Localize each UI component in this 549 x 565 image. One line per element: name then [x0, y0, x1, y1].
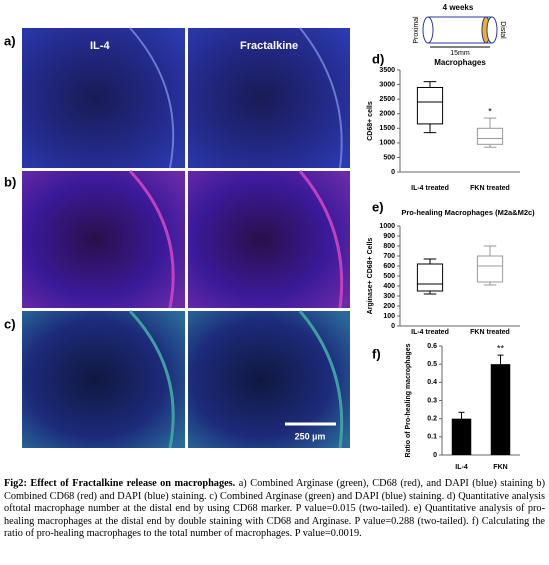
- y-tick-label: 800: [383, 243, 395, 250]
- panel-label: d): [372, 51, 384, 66]
- bar: [490, 364, 511, 455]
- y-tick-label: 3000: [379, 81, 395, 88]
- tissue-edge: [128, 309, 175, 449]
- scale-label: 250 µm: [295, 431, 326, 441]
- y-tick-label: 700: [383, 253, 395, 260]
- figure: a) b) c) d) e) f) IL-4 Fractalkine 250 µ…: [4, 3, 535, 471]
- image: [22, 171, 185, 308]
- image: [22, 311, 185, 448]
- bar: [451, 418, 472, 455]
- diagram-label: Proximal: [413, 16, 420, 44]
- panel-label: f): [372, 346, 381, 361]
- image: [188, 311, 350, 448]
- panel-label: a): [4, 33, 16, 48]
- y-tick-label: 1500: [379, 125, 395, 132]
- panel-label: c): [4, 316, 16, 331]
- y-tick-label: 1000: [379, 140, 395, 147]
- y-tick-label: 0: [391, 323, 395, 330]
- y-tick-label: 0: [391, 169, 395, 176]
- y-tick-label: 0.1: [427, 434, 437, 441]
- box: [416, 263, 444, 292]
- x-tick-label: FKN treated: [470, 329, 510, 336]
- tissue-edge: [128, 169, 175, 309]
- y-tick-label: 500: [383, 154, 395, 161]
- y-tick-label: 0.4: [427, 379, 437, 386]
- y-tick-label: 400: [383, 283, 395, 290]
- y-tick-label: 900: [383, 233, 395, 240]
- image: [22, 28, 185, 168]
- y-tick-label: 0.3: [427, 397, 437, 404]
- tissue-edge: [299, 27, 343, 169]
- y-tick-label: 500: [383, 273, 395, 280]
- caption: Fig2: Effect of Fractalkine release on m…: [4, 478, 545, 541]
- x-tick-label: IL-4 treated: [411, 185, 449, 192]
- x-tick-label: IL-4 treated: [411, 329, 449, 336]
- conduit-end: [486, 16, 498, 44]
- image-label: IL-4: [90, 40, 110, 52]
- diagram-label: 15mm: [450, 50, 470, 57]
- y-tick-label: 0: [433, 452, 437, 459]
- y-tick-label: 2500: [379, 96, 395, 103]
- image: [188, 171, 350, 308]
- image-label: Fractalkine: [240, 40, 298, 52]
- image: [188, 28, 350, 168]
- box: [476, 255, 504, 283]
- caption-lead: Fig2: Effect of Fractalkine release on m…: [4, 478, 236, 489]
- tissue-edge: [298, 170, 344, 309]
- caption-body: a) Combined Arginase (green), CD68 (red)…: [4, 478, 545, 540]
- y-tick-label: 2000: [379, 111, 395, 118]
- x-tick-label: FKN treated: [470, 185, 510, 192]
- y-tick-label: 0.5: [427, 361, 437, 368]
- y-axis-label: Ratio of Pro-healing macrophages: [405, 343, 412, 457]
- conduit-end: [422, 16, 434, 44]
- tissue-edge: [129, 27, 175, 169]
- diagram-label: Distal: [499, 21, 506, 39]
- y-tick-label: 1000: [379, 223, 395, 230]
- y-tick-label: 600: [383, 263, 395, 270]
- diagram: 4 weeks Proximal Distal 15mm Macrophages: [413, 3, 506, 67]
- x-tick-label: FKN: [493, 464, 507, 471]
- y-axis-label: CD68+ cells: [367, 101, 374, 141]
- y-tick-label: 100: [383, 313, 395, 320]
- y-tick-label: 0.6: [427, 343, 437, 350]
- annotation: **: [497, 343, 505, 353]
- x-tick-label: IL-4: [455, 464, 468, 471]
- y-tick-label: 0.2: [427, 416, 437, 423]
- diagram-label: 4 weeks: [443, 3, 474, 12]
- panel-label: b): [4, 174, 16, 189]
- y-tick-label: 3500: [379, 67, 395, 74]
- micrographs: [22, 27, 350, 449]
- box: [476, 127, 504, 145]
- chart-title: Pro-healing Macrophages (M2a&M2c): [401, 208, 535, 217]
- y-tick-label: 200: [383, 303, 395, 310]
- tissue-edge: [298, 310, 344, 449]
- annotation: *: [488, 106, 492, 116]
- diagram-label: Macrophages: [434, 58, 486, 67]
- box: [416, 86, 444, 125]
- y-tick-label: 300: [383, 293, 395, 300]
- panel-label: e): [372, 199, 384, 214]
- y-axis-label: Arginase+ CD68+ Cells: [367, 238, 374, 315]
